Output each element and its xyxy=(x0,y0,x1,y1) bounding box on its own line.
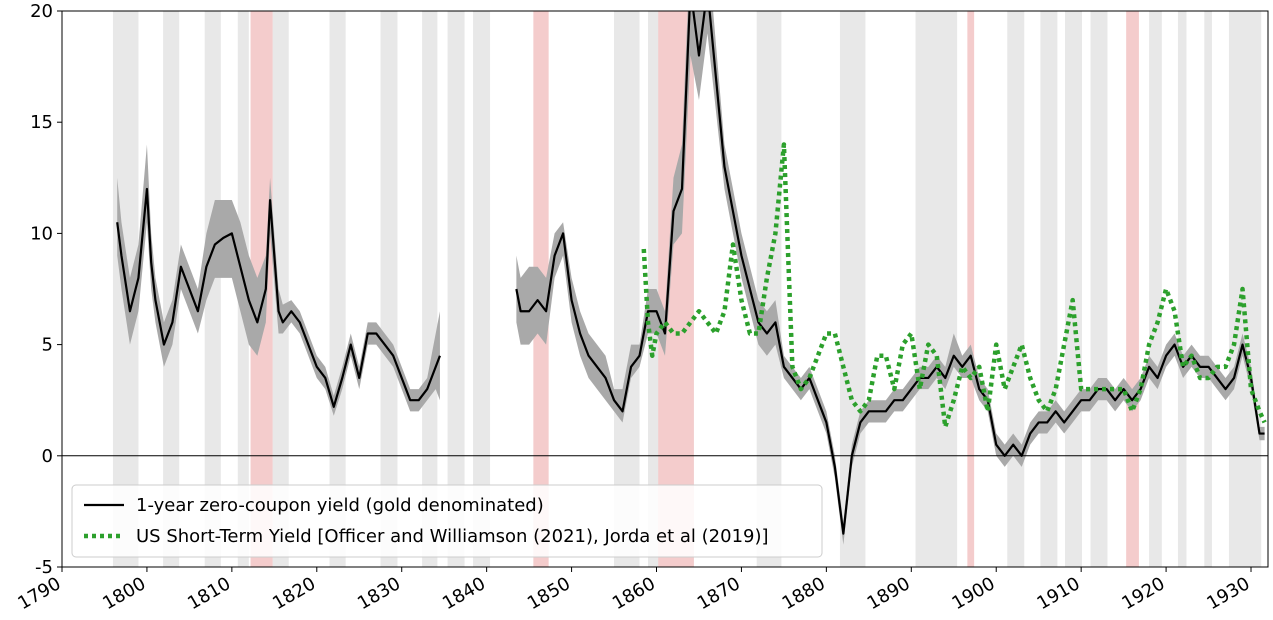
y-tick-label: -5 xyxy=(35,557,53,578)
legend-box xyxy=(71,484,823,558)
y-tick-label: 20 xyxy=(30,1,53,22)
recession-span xyxy=(380,11,398,567)
x-tick-label: 1820 xyxy=(269,573,319,614)
recession-span xyxy=(756,11,782,567)
x-tick-label: 1850 xyxy=(524,573,574,614)
recession-span xyxy=(422,11,438,567)
recession-span xyxy=(614,11,640,567)
x-tick-label: 1810 xyxy=(184,573,234,614)
x-tick-label: 1900 xyxy=(949,573,999,614)
x-tick-label: 1890 xyxy=(864,573,914,614)
x-tick-label: 1830 xyxy=(354,573,404,614)
recession-span xyxy=(1204,11,1212,567)
x-tick-label: 1910 xyxy=(1033,573,1083,614)
x-tick-label: 1870 xyxy=(694,573,744,614)
recession-span xyxy=(1149,11,1162,567)
recession-span xyxy=(163,11,180,567)
recession-span xyxy=(1065,11,1083,567)
y-tick-label: 5 xyxy=(42,335,53,356)
recession-span xyxy=(1228,11,1262,567)
y-tick-label: 10 xyxy=(30,223,53,244)
x-tick-label: 1790 xyxy=(14,573,64,614)
y-tick-label: 0 xyxy=(42,446,53,467)
plot-frame xyxy=(61,10,1269,568)
confidence-band xyxy=(117,144,440,416)
recession-span xyxy=(1090,11,1108,567)
recession-span xyxy=(1040,11,1058,567)
x-tick-label: 1840 xyxy=(439,573,489,614)
legend: 1-year zero-coupon yield (gold denominat… xyxy=(71,484,823,558)
recession-span xyxy=(1007,11,1025,567)
recession-span xyxy=(272,11,289,567)
war-span xyxy=(1126,11,1139,567)
recession-span xyxy=(915,11,958,567)
x-tick-label: 1860 xyxy=(609,573,659,614)
recession-span xyxy=(329,11,346,567)
x-tick-label: 1930 xyxy=(1203,573,1253,614)
y-tick-label: 15 xyxy=(30,112,53,133)
x-tick-label: 1920 xyxy=(1118,573,1168,614)
recession-span xyxy=(204,11,221,567)
recession-span xyxy=(1177,11,1187,567)
war-span xyxy=(967,11,975,567)
series-line xyxy=(641,142,1267,430)
x-tick-label: 1880 xyxy=(779,573,829,614)
confidence-band xyxy=(516,11,1265,545)
plot-area xyxy=(62,11,1268,545)
x-tick-label: 1800 xyxy=(99,573,149,614)
recession-span xyxy=(447,11,465,567)
recession-span xyxy=(839,11,866,567)
legend-label: US Short-Term Yield [Officer and William… xyxy=(136,526,769,547)
legend-label: 1-year zero-coupon yield (gold denominat… xyxy=(136,495,544,516)
recession-span xyxy=(473,11,491,567)
